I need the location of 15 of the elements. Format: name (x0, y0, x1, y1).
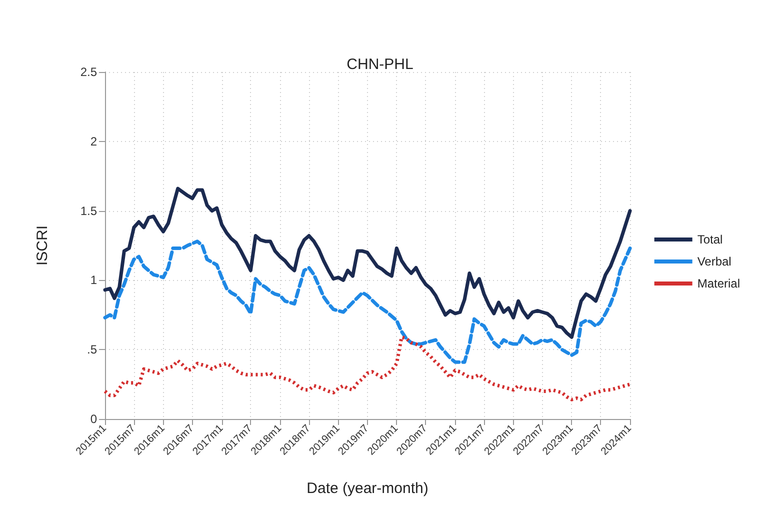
line-series (103, 240, 632, 364)
x-axis-title: Date (year-month) (306, 480, 428, 497)
y-tick-label: 1 (90, 273, 98, 288)
y-tick-label: 2 (90, 134, 98, 148)
y-axis-title: ISCRI (34, 225, 51, 266)
line-series (103, 186, 632, 339)
y-tick-label: 0 (90, 412, 98, 426)
y-tick-label: 1.5 (80, 204, 98, 218)
legend-label: Material (697, 276, 740, 290)
y-tick-label: .5 (86, 342, 98, 357)
legend-label: Verbal (697, 254, 732, 268)
chart-title: CHN-PHL (346, 56, 414, 73)
line-series (103, 335, 632, 402)
y-tick-label: 2.5 (80, 65, 98, 79)
legend-label: Total (697, 232, 723, 246)
